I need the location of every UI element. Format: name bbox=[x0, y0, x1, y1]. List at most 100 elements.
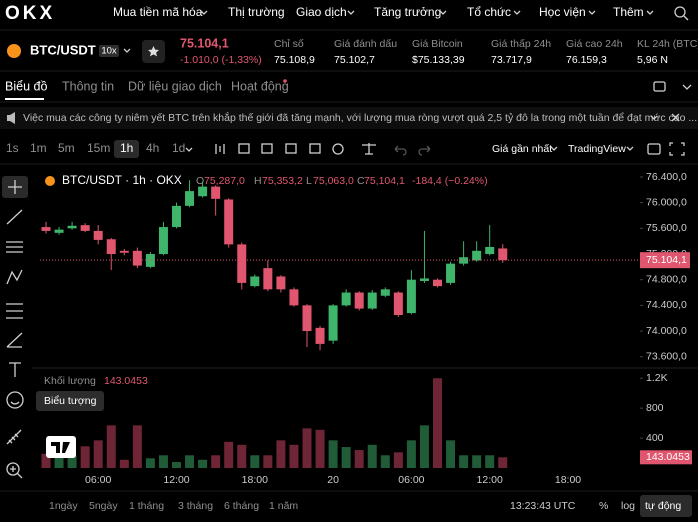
range[interactable]: 3 tháng bbox=[178, 500, 213, 512]
plot: 76.400,076.000,075.600,075.200,074.800,0… bbox=[40, 171, 692, 486]
announcement-controls[interactable] bbox=[650, 113, 680, 122]
y-tick-label: 76.000,0 bbox=[646, 196, 687, 208]
fullscreen-icon[interactable] bbox=[669, 142, 685, 156]
volume-bar bbox=[185, 455, 195, 468]
chart-title: BTC/USDT · 1h · OKX bbox=[62, 173, 182, 187]
candle-body bbox=[263, 268, 273, 290]
last-volume-box bbox=[640, 450, 692, 465]
volume-bar bbox=[380, 455, 390, 468]
volume-bar bbox=[302, 428, 312, 468]
announcement[interactable]: Việc mua các công ty niêm yết BTC trên k… bbox=[23, 111, 697, 124]
volume-bar bbox=[485, 455, 495, 468]
interval[interactable]: 5m bbox=[58, 141, 75, 155]
volume-bar bbox=[119, 459, 129, 468]
range[interactable]: 1ngày bbox=[49, 500, 78, 512]
volume-bar bbox=[54, 455, 64, 468]
chevron bbox=[626, 146, 634, 151]
volume-bar bbox=[419, 425, 429, 468]
interval[interactable]: 15m bbox=[87, 141, 110, 155]
volume-bar bbox=[224, 441, 234, 468]
range[interactable]: 6 tháng bbox=[224, 500, 259, 512]
scale-button[interactable]: tự động bbox=[645, 500, 681, 512]
stat-value: 5,96 N bbox=[637, 54, 668, 66]
logo[interactable]: OKX bbox=[5, 3, 55, 24]
tab[interactable]: Hoạt động bbox=[231, 79, 289, 93]
stat-label: Giá Bitcoin bbox=[412, 38, 463, 50]
volume-bar bbox=[406, 440, 416, 468]
x-tick-label: 12:00 bbox=[163, 474, 189, 486]
volume-bar bbox=[132, 425, 142, 468]
volume-bar bbox=[328, 440, 338, 468]
ohlc-value: 75,104,1 bbox=[364, 175, 405, 187]
range[interactable]: 1 tháng bbox=[129, 500, 164, 512]
ohlc-key: O bbox=[196, 175, 204, 187]
volume-bar bbox=[237, 444, 247, 468]
range[interactable]: 1 năm bbox=[269, 500, 298, 512]
volume-bar bbox=[263, 455, 273, 468]
volume-bar bbox=[41, 453, 51, 468]
candle-body bbox=[393, 292, 403, 316]
stat-label: KL 24h (BTC) bbox=[637, 38, 698, 50]
stat-value: 76.159,3 bbox=[566, 54, 607, 66]
x-tick-label: 18:00 bbox=[555, 474, 581, 486]
range[interactable]: 5ngày bbox=[89, 500, 118, 512]
candle-body bbox=[119, 250, 129, 253]
candle-body bbox=[354, 292, 364, 309]
ohlc-change: -184,4 (−0.24%) bbox=[412, 175, 488, 187]
x-tick-label: 18:00 bbox=[242, 474, 268, 486]
y-tick-label: 800 bbox=[646, 402, 664, 414]
tab[interactable]: Thông tin bbox=[62, 79, 114, 93]
menu-item[interactable]: Mua tiền mã hóa bbox=[113, 5, 203, 19]
tooltip-bg bbox=[36, 391, 104, 411]
candle-body bbox=[419, 278, 429, 281]
volume-bar bbox=[106, 425, 116, 468]
pair-chevron[interactable] bbox=[123, 48, 131, 53]
menu-item[interactable]: Giao dịch bbox=[296, 5, 347, 19]
candle-body bbox=[446, 263, 456, 283]
tab-underline bbox=[5, 98, 44, 100]
interval[interactable]: 1m bbox=[30, 141, 47, 155]
stat-value: $75.133,39 bbox=[412, 54, 465, 66]
collapse-icon[interactable] bbox=[682, 84, 692, 90]
pair[interactable]: BTC/USDT bbox=[30, 42, 96, 57]
star-icon bbox=[148, 46, 159, 57]
candle-body bbox=[198, 186, 208, 197]
interval[interactable]: 1h bbox=[120, 141, 133, 155]
toolbar-icons[interactable] bbox=[185, 143, 431, 156]
scale-button[interactable]: % bbox=[599, 500, 608, 512]
interval[interactable]: 1s bbox=[6, 141, 19, 155]
interval[interactable]: 1d bbox=[172, 141, 185, 155]
stat-label: Giá thấp 24h bbox=[491, 38, 551, 50]
menu-item[interactable]: Thêm bbox=[613, 5, 644, 19]
volume-bar bbox=[354, 450, 364, 468]
menu-item[interactable]: Tổ chức bbox=[467, 5, 511, 19]
volume-bar bbox=[498, 457, 508, 468]
menu-item[interactable]: Học viện bbox=[539, 5, 586, 19]
candle-body bbox=[406, 279, 416, 314]
tab[interactable]: Dữ liệu giao dịch bbox=[128, 79, 222, 93]
y-tick-label: 74.400,0 bbox=[646, 299, 687, 311]
interval[interactable]: 4h bbox=[146, 141, 159, 155]
stat-label: Giá đánh dấu bbox=[334, 38, 397, 50]
volume-bar bbox=[315, 429, 325, 468]
menu-item[interactable]: Thị trường bbox=[228, 5, 285, 19]
leverage: 10x bbox=[101, 46, 117, 57]
layout-icon[interactable] bbox=[653, 81, 666, 92]
candle-body bbox=[224, 199, 234, 245]
menu-item[interactable]: Tăng trưởng bbox=[374, 5, 441, 19]
candle-body bbox=[485, 246, 495, 255]
price-source[interactable]: Giá gần nhất bbox=[492, 143, 552, 155]
stat-value: 75.108,9 bbox=[274, 54, 315, 66]
tab[interactable]: Biểu đồ bbox=[5, 79, 47, 93]
drawing-tools[interactable] bbox=[6, 180, 24, 479]
screenshot-icon[interactable] bbox=[647, 143, 661, 155]
chart-style[interactable]: TradingView bbox=[568, 143, 626, 155]
ohlc-value: 75,287,0 bbox=[204, 175, 245, 187]
interval-active-bg bbox=[114, 140, 139, 158]
clock: 13:23:43 UTC bbox=[510, 500, 576, 512]
megaphone-icon bbox=[7, 112, 15, 124]
scale-button[interactable]: log bbox=[621, 500, 635, 512]
candle-body bbox=[185, 191, 195, 206]
